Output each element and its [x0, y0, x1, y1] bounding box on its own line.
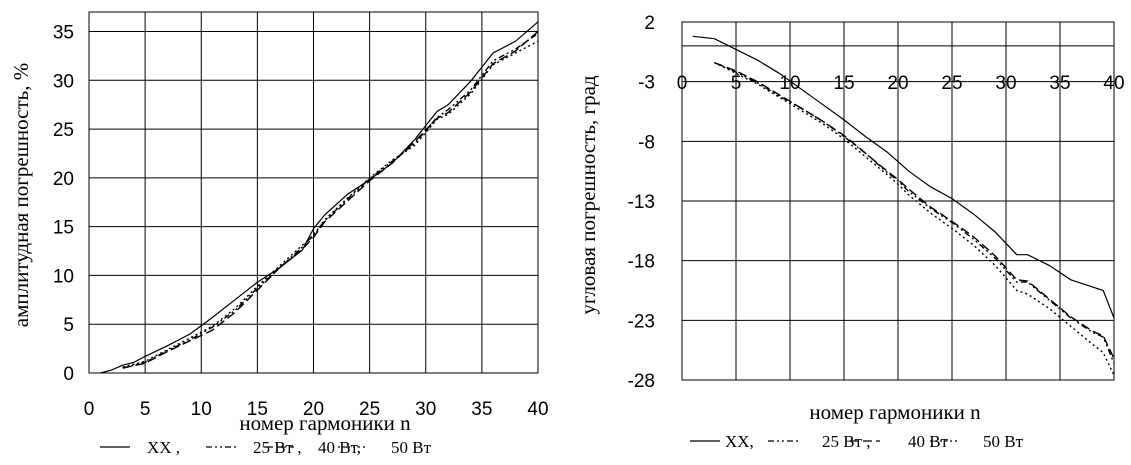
angle-chart-series — [692, 35, 1115, 376]
y-tick-label: -18 — [628, 252, 655, 273]
legend-label: 25 Вт , — [822, 432, 871, 451]
y-tick-label: -8 — [638, 132, 655, 153]
series-line-dotted — [714, 61, 1115, 376]
amplitude-error-chart: 0 5 10 15 20 25 30 35 40 0 5 10 15 20 25 30 35 номер га… — [9, 11, 549, 457]
x-tick-label: 10 — [191, 399, 212, 420]
amplitude-chart-plot-frame — [88, 11, 539, 374]
legend-label: 50 Вт — [391, 438, 432, 457]
angle-chart-y-axis-label: угловая погрешность, град — [576, 75, 600, 315]
x-tick-label: 0 — [677, 73, 688, 94]
angle-chart-legend: XX, 25 Вт , 40 Вт 50 Вт — [690, 432, 1024, 451]
angle-chart-y-ticks: 2 -3 -8 -13 -18 -23 -28 — [628, 13, 655, 392]
y-tick-label: -3 — [638, 73, 655, 94]
amplitude-chart-x-ticks: 0 5 10 15 20 25 30 35 40 — [84, 399, 549, 420]
y-tick-label: 2 — [644, 13, 655, 34]
y-tick-label: -23 — [628, 311, 655, 332]
x-tick-label: 5 — [731, 73, 742, 94]
legend-label: 50 Вт — [983, 432, 1024, 451]
amplitude-chart-y-ticks: 0 5 10 15 20 25 30 35 — [53, 23, 74, 385]
x-tick-label: 35 — [471, 399, 492, 420]
amplitude-chart-grid — [88, 12, 539, 374]
x-tick-label: 0 — [84, 399, 95, 420]
y-tick-label: 25 — [53, 120, 74, 141]
legend-label: 40 Вт — [908, 432, 949, 451]
x-tick-label: 40 — [527, 399, 548, 420]
angle-error-chart: 0 5 10 15 20 25 30 35 40 2 -3 -8 -13 -18 -23 -28 номер… — [576, 13, 1125, 451]
x-tick-label: 30 — [415, 399, 436, 420]
legend-label: XX, — [725, 432, 754, 451]
y-tick-label: 15 — [53, 218, 74, 239]
y-tick-label: 35 — [53, 23, 74, 44]
series-line-dashdotdot — [122, 32, 539, 369]
series-line-dashed — [122, 30, 539, 369]
series-line-dashdotdot — [714, 61, 1115, 364]
angle-chart-x-axis-label: номер гармоники n — [809, 400, 981, 424]
x-tick-label: 5 — [140, 399, 151, 420]
legend-label: XX , — [147, 438, 180, 457]
y-tick-label: 30 — [53, 71, 74, 92]
x-tick-label: 40 — [1103, 73, 1124, 94]
x-tick-label: 20 — [887, 73, 908, 94]
series-line-solid — [692, 35, 1115, 319]
angle-chart-x-ticks: 0 5 10 15 20 25 30 35 40 — [677, 73, 1125, 94]
series-line-solid — [100, 21, 539, 374]
x-tick-label: 20 — [303, 399, 324, 420]
x-tick-label: 25 — [359, 399, 380, 420]
series-line-dashed — [714, 61, 1115, 359]
x-tick-label: 35 — [1049, 73, 1070, 94]
y-tick-label: 5 — [63, 315, 74, 336]
amplitude-chart-y-axis-label: амплитудная погрешность, % — [9, 63, 33, 327]
x-tick-label: 10 — [779, 73, 800, 94]
x-tick-label: 30 — [995, 73, 1016, 94]
amplitude-chart-legend: XX , 25 Вт , 40 Вт, 50 Вт — [100, 438, 432, 457]
amplitude-chart-series — [100, 21, 539, 374]
amplitude-chart-x-axis-label: номер гармоники n — [239, 411, 411, 435]
angle-chart-plot-frame — [681, 21, 1115, 381]
y-tick-label: 0 — [63, 364, 74, 385]
series-line-dotted — [122, 40, 539, 368]
x-tick-label: 15 — [833, 73, 854, 94]
y-tick-label: 20 — [53, 169, 74, 190]
y-tick-label: -28 — [628, 371, 655, 392]
y-tick-label: -13 — [628, 192, 655, 213]
x-tick-label: 25 — [941, 73, 962, 94]
x-tick-label: 15 — [247, 399, 268, 420]
y-tick-label: 10 — [53, 266, 74, 287]
